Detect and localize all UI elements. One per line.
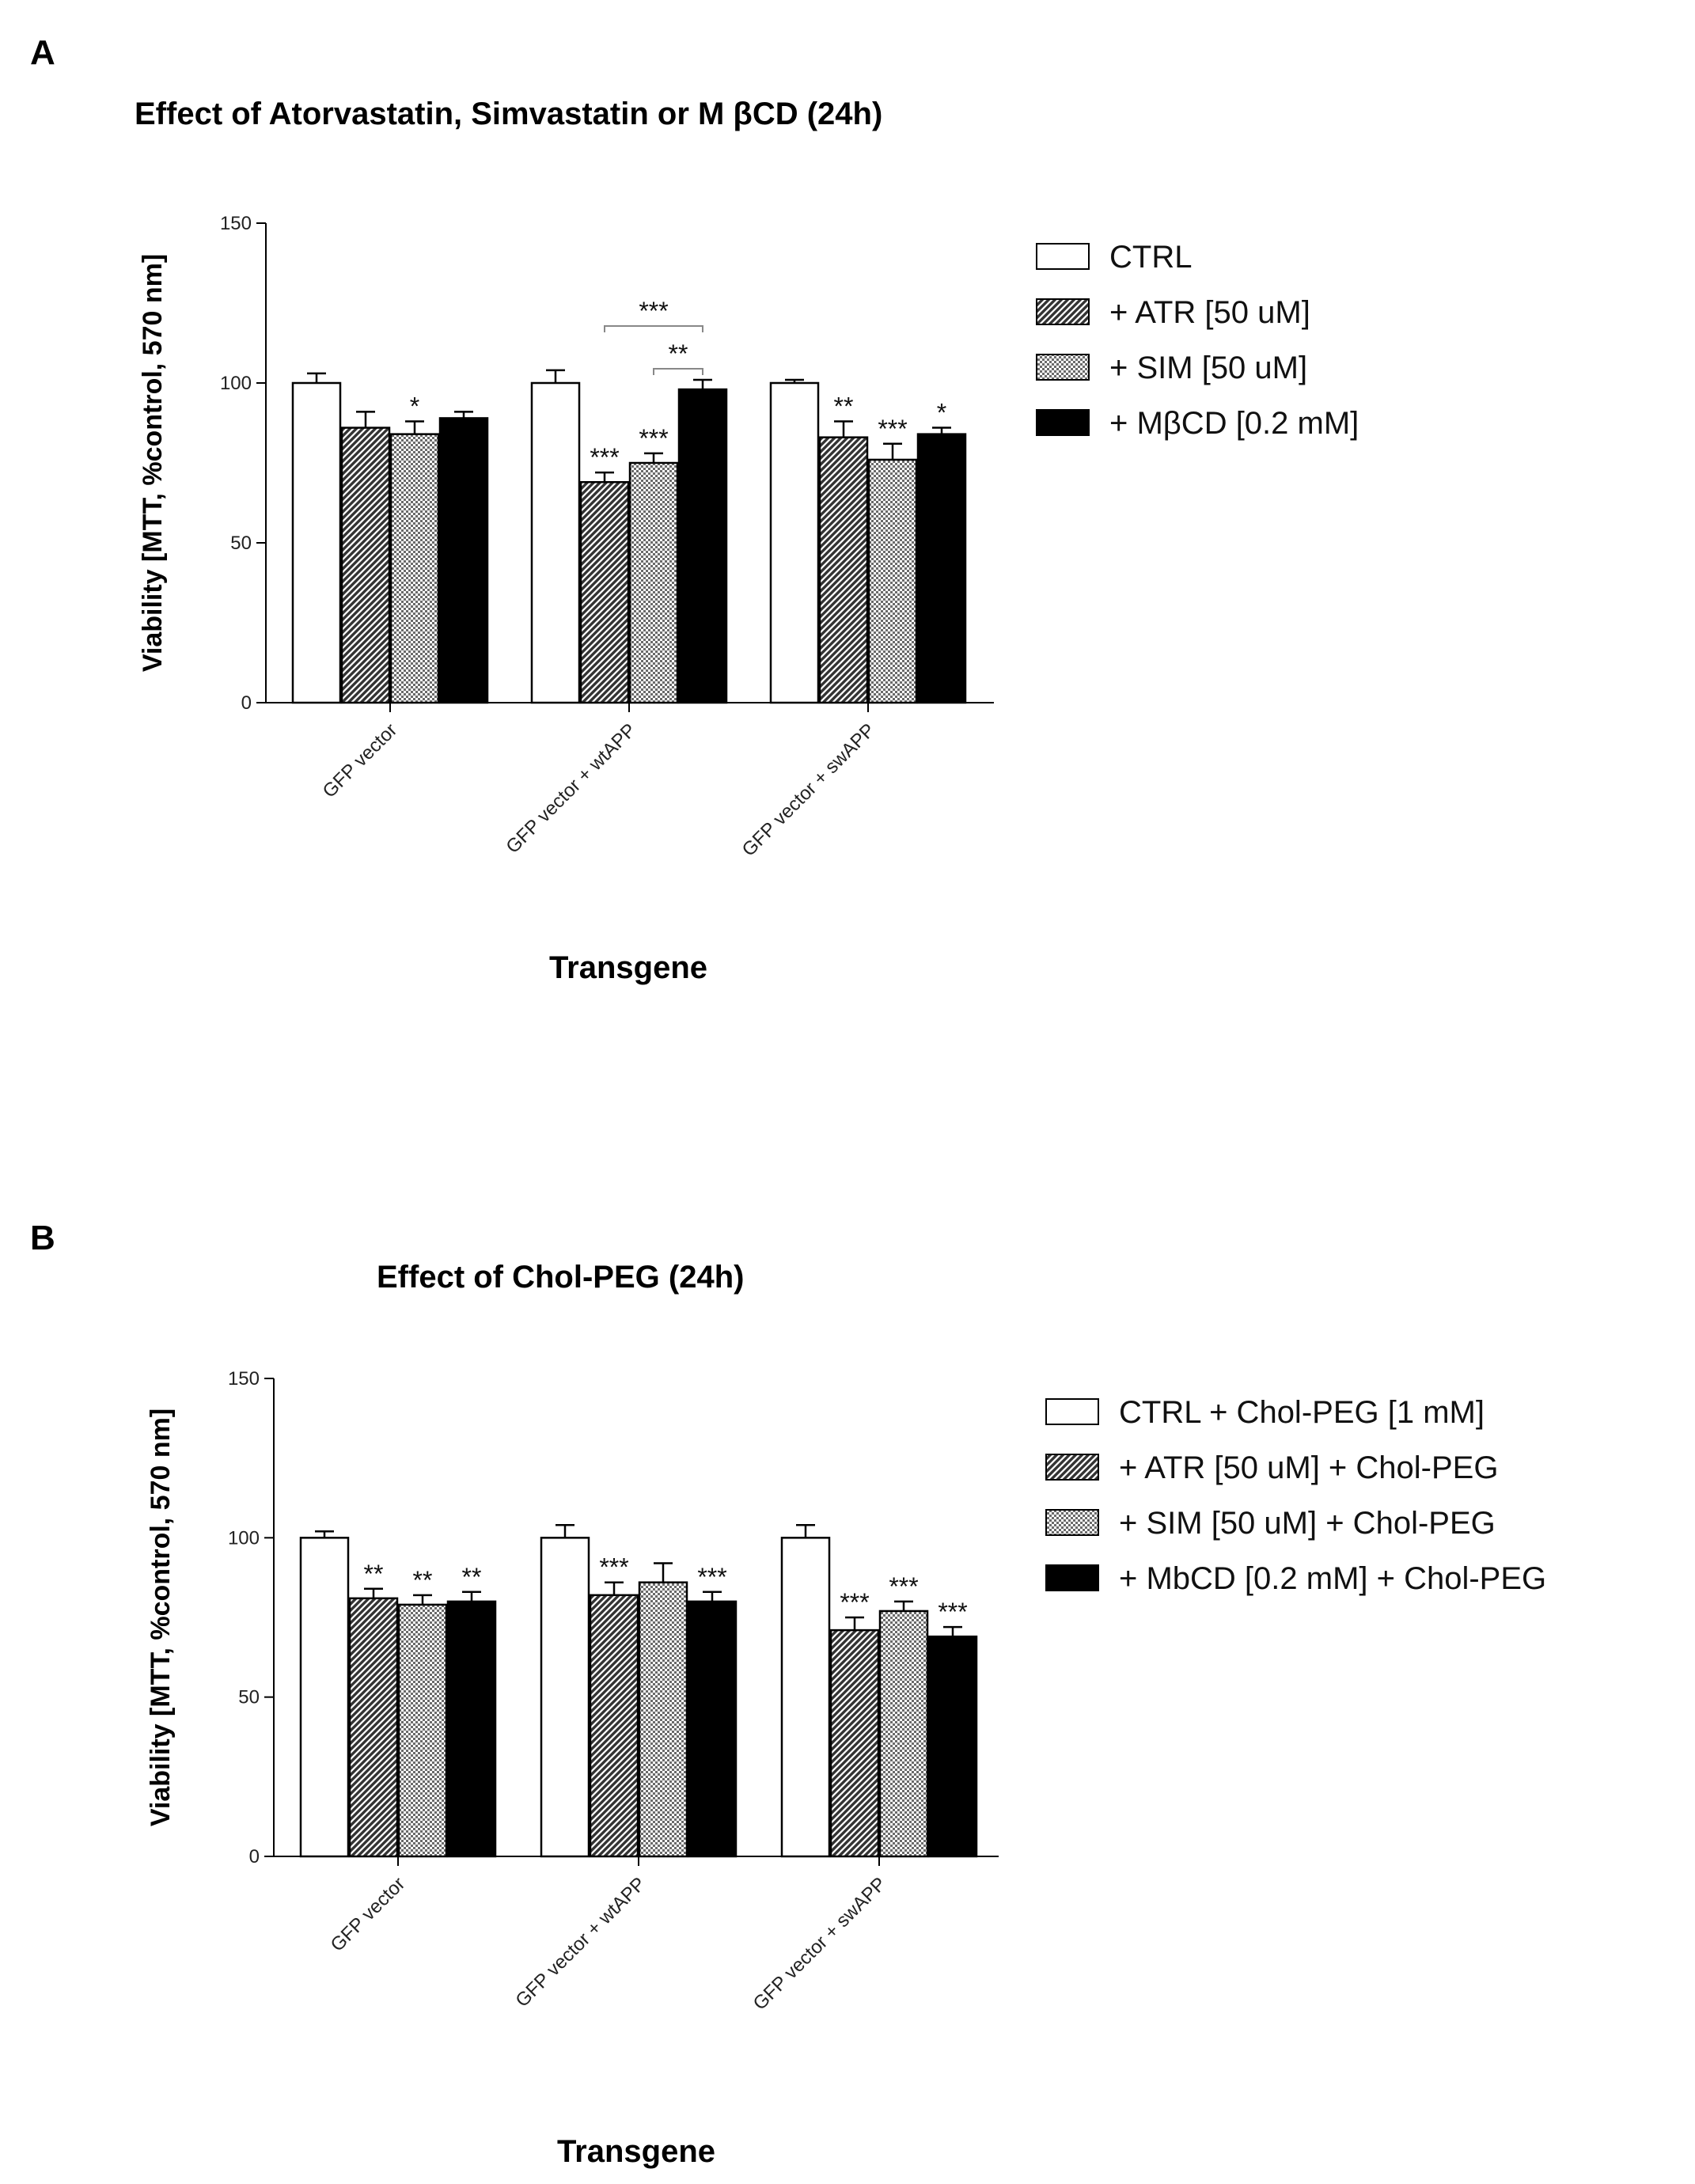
significance-mark: *** — [639, 297, 668, 325]
legend-swatch — [1036, 354, 1090, 381]
y-axis-label: Viability [MTT, %control, 570 nm] — [146, 1409, 176, 1826]
bar — [589, 1594, 639, 1858]
bar — [677, 388, 728, 704]
significance-mark: ** — [669, 339, 688, 368]
bar — [530, 381, 581, 704]
panel-letter: B — [30, 1219, 55, 1257]
significance-mark: ** — [413, 1566, 433, 1594]
bar — [299, 1537, 350, 1858]
significance-mark: * — [410, 392, 419, 420]
significance-mark: *** — [840, 1588, 869, 1617]
y-tick-label: 0 — [249, 1846, 260, 1867]
y-tick-label: 50 — [230, 533, 252, 554]
legend-swatch — [1045, 1509, 1099, 1536]
significance-bracket — [653, 368, 703, 375]
y-tick-label: 150 — [220, 213, 252, 234]
bar — [818, 436, 869, 704]
bar — [348, 1597, 399, 1858]
legend-swatch — [1045, 1398, 1099, 1425]
legend-label: + ATR [50 uM] + Chol-PEG — [1119, 1450, 1498, 1485]
bar — [579, 480, 630, 704]
x-tick-label: GFP vector — [319, 719, 402, 802]
y-tick-label: 150 — [228, 1368, 260, 1390]
chart-title: Effect of Chol-PEG (24h) — [377, 1260, 745, 1295]
legend-label: + SIM [50 uM] — [1109, 351, 1307, 385]
legend-label: CTRL — [1109, 240, 1192, 275]
significance-mark: ** — [462, 1563, 482, 1591]
legend-swatch — [1036, 409, 1090, 436]
legend-swatch — [1045, 1454, 1099, 1481]
legend-label: CTRL + Chol-PEG [1 mM] — [1119, 1395, 1485, 1430]
bar-chart-a: 0 50 100 150 Viability [MTT, %control, 570 n… — [138, 213, 1359, 985]
bar — [291, 381, 342, 704]
significance-mark: *** — [697, 1563, 726, 1591]
bar — [540, 1537, 590, 1858]
significance-mark: * — [937, 399, 946, 427]
panel-a: A Effect of Atorvastatin, Simvastatin or… — [30, 33, 1359, 985]
bar — [389, 433, 440, 704]
bar — [438, 417, 489, 704]
x-tick-label: GFP vector + swAPP — [749, 1873, 891, 2015]
bar — [397, 1603, 448, 1858]
panel-letter: A — [30, 33, 55, 72]
x-axis-label: Transgene — [557, 2134, 715, 2169]
legend-swatch — [1036, 298, 1090, 325]
significance-mark: *** — [590, 443, 619, 472]
legend-label: + ATR [50 uM] — [1109, 295, 1310, 330]
bar-chart-b: 0 50 100 150 Viability [MTT, %control, 570 n… — [146, 1368, 1546, 2169]
significance-mark: *** — [889, 1572, 918, 1601]
bar — [780, 1537, 831, 1858]
significance-mark: *** — [599, 1553, 628, 1582]
legend-label: + SIM [50 uM] + Chol-PEG — [1119, 1506, 1496, 1541]
x-axis-label: Transgene — [549, 950, 707, 985]
y-tick-label: 0 — [241, 692, 252, 714]
y-tick-label: 100 — [220, 373, 252, 394]
legend-swatch — [1045, 1564, 1099, 1591]
x-tick-label: GFP vector + wtAPP — [502, 719, 640, 858]
significance-mark: ** — [364, 1560, 384, 1588]
bar — [829, 1629, 880, 1858]
significance-bracket — [604, 325, 703, 332]
y-axis-label: Viability [MTT, %control, 570 nm] — [138, 254, 168, 672]
significance-mark: *** — [639, 424, 668, 453]
legend-label: + MβCD [0.2 mM] — [1109, 406, 1359, 441]
significance-mark: *** — [878, 415, 907, 443]
bar — [878, 1610, 929, 1858]
panel-b: B Effect of Chol-PEG (24h) 0 50 100 150 Viab… — [0, 1163, 1695, 2184]
bar — [916, 433, 967, 704]
bar — [340, 427, 391, 704]
y-tick-label: 100 — [228, 1527, 260, 1549]
bar — [867, 458, 918, 704]
x-tick-label: GFP vector + swAPP — [738, 719, 880, 861]
significance-mark: ** — [834, 392, 854, 420]
significance-mark: *** — [938, 1598, 967, 1626]
x-tick-label: GFP vector + wtAPP — [511, 1873, 650, 2011]
bar — [628, 461, 679, 704]
bar — [687, 1600, 738, 1858]
bar — [769, 381, 820, 704]
legend-swatch — [1036, 243, 1090, 270]
y-tick-label: 50 — [238, 1687, 260, 1708]
chart-title: Effect of Atorvastatin, Simvastatin or M… — [135, 97, 883, 131]
bar — [927, 1635, 978, 1858]
bar — [446, 1600, 497, 1858]
legend-label: + MbCD [0.2 mM] + Chol-PEG — [1119, 1561, 1546, 1596]
x-tick-label: GFP vector — [327, 1873, 410, 1956]
bar — [638, 1581, 688, 1858]
